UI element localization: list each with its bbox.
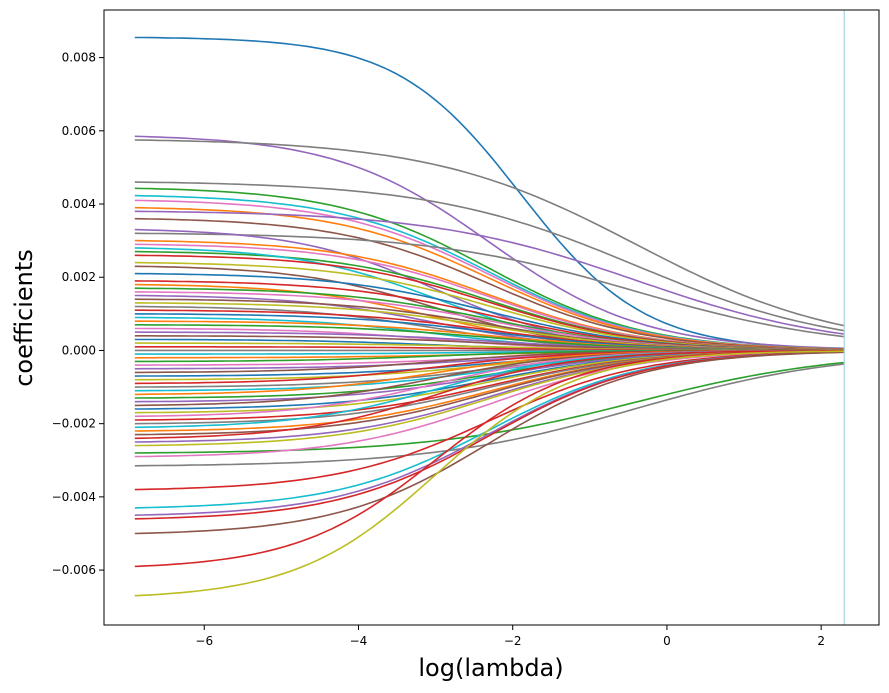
y-tick-label: 0.008 [62, 51, 96, 65]
coefficient-path-1 [134, 36, 845, 350]
coefficient-path-3 [134, 139, 845, 327]
coefficient-path-4 [134, 181, 845, 332]
coefficient-path-69 [134, 363, 845, 467]
y-tick-label: 0.004 [62, 197, 96, 211]
x-axis-title: log(lambda) [418, 654, 563, 682]
coefficient-path-68 [134, 350, 845, 458]
y-axis-ticks: −0.006 −0.004 −0.002 0.000 0.002 0.004 0.006 0.… [52, 51, 104, 577]
coefficient-path-74 [134, 351, 845, 535]
coefficient-path-9 [134, 210, 845, 335]
y-tick-label: 0.002 [62, 270, 96, 284]
series-layer [134, 36, 845, 597]
coefficient-path-76 [134, 350, 845, 597]
y-axis-title: coefficients [10, 249, 38, 387]
x-axis-ticks: −6 −4 −2 0 2 [195, 625, 825, 648]
x-tick-label: −4 [350, 634, 368, 648]
y-tick-label: 0.006 [62, 124, 96, 138]
x-tick-label: 2 [817, 634, 825, 648]
x-tick-label: −6 [195, 634, 213, 648]
y-tick-label: 0.000 [62, 343, 96, 357]
x-tick-label: 0 [663, 634, 671, 648]
coefficient-path-11 [134, 232, 845, 338]
y-tick-label: −0.004 [52, 490, 96, 504]
coefficient-path-10 [134, 217, 845, 350]
y-tick-label: −0.006 [52, 563, 96, 577]
plot-frame [103, 9, 880, 626]
y-tick-label: −0.002 [52, 417, 96, 431]
x-tick-label: −2 [504, 634, 522, 648]
coefficient-path-64 [134, 349, 845, 440]
